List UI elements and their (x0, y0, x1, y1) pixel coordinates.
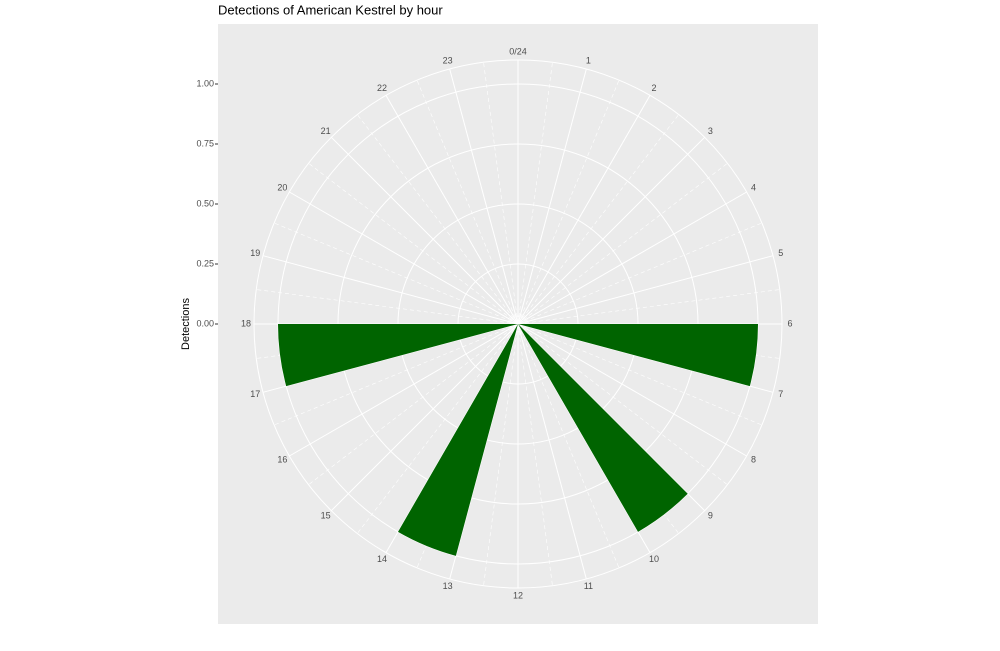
x-tick-label: 10 (649, 554, 659, 564)
minor-spoke (517, 323, 553, 586)
x-tick-label: 20 (277, 182, 287, 192)
grid-spoke (289, 323, 519, 457)
x-tick-label: 5 (778, 248, 783, 258)
minor-spoke (308, 323, 519, 485)
minor-spoke (517, 114, 679, 325)
grid-spoke (517, 95, 651, 325)
x-tick-label: 8 (751, 454, 756, 464)
x-tick-label: 11 (584, 581, 593, 591)
x-tick-label: 17 (250, 389, 260, 399)
grid-spoke (517, 191, 747, 325)
x-tick-label: 1 (586, 56, 591, 66)
x-tick-label: 4 (751, 182, 756, 192)
minor-spoke (517, 62, 553, 325)
minor-spoke (357, 323, 519, 534)
x-tick-label: 9 (708, 511, 713, 521)
x-tick-label: 12 (513, 590, 523, 600)
minor-spoke (273, 323, 519, 426)
x-tick-label: 19 (250, 248, 260, 258)
grid-spoke (330, 323, 519, 512)
grid-spoke (330, 136, 519, 325)
x-tick-label: 23 (443, 56, 453, 66)
x-tick-label: 22 (377, 83, 387, 93)
grid-spoke (517, 323, 587, 580)
y-tick-label: 0.25 (196, 258, 214, 268)
y-tick-label: 0.75 (196, 138, 214, 148)
grid-spoke (517, 136, 706, 325)
minor-spoke (483, 62, 519, 325)
minor-spoke (517, 323, 728, 485)
y-tick-label: 0.50 (196, 198, 214, 208)
bar (278, 324, 518, 387)
grid-spoke (517, 68, 587, 325)
chart-title: Detections of American Kestrel by hour (218, 2, 443, 17)
grid-spoke (289, 191, 519, 325)
grid-spoke (262, 255, 519, 325)
y-tick-label: 1.00 (196, 78, 214, 88)
x-tick-label: 21 (321, 126, 331, 136)
minor-spoke (517, 79, 620, 325)
grid-spoke (517, 255, 774, 325)
y-tick-label: 0.00 (196, 318, 214, 328)
x-tick-label: 16 (277, 454, 287, 464)
x-tick-label: 6 (787, 318, 792, 328)
x-tick-label: 15 (321, 511, 331, 521)
x-tick-label: 13 (443, 581, 453, 591)
minor-spoke (273, 222, 519, 325)
x-tick-label: 0/24 (509, 46, 527, 56)
x-tick-label: 18 (241, 318, 251, 328)
x-tick-label: 3 (708, 126, 713, 136)
x-tick-label: 14 (377, 554, 387, 564)
grid-spoke (517, 323, 747, 457)
y-axis-title: Detections (180, 298, 192, 350)
grid-spoke (449, 68, 519, 325)
minor-spoke (517, 323, 620, 569)
minor-spoke (517, 163, 728, 325)
minor-spoke (483, 323, 519, 586)
grid-spoke (385, 95, 519, 325)
minor-spoke (308, 163, 519, 325)
minor-spoke (517, 289, 780, 325)
bar (398, 324, 518, 556)
minor-spoke (517, 323, 763, 426)
bar (518, 324, 688, 532)
minor-spoke (517, 222, 763, 325)
minor-spoke (416, 79, 519, 325)
x-tick-label: 2 (651, 83, 656, 93)
bar (518, 324, 758, 387)
minor-spoke (357, 114, 519, 325)
minor-spoke (256, 289, 519, 325)
x-tick-label: 7 (778, 389, 783, 399)
